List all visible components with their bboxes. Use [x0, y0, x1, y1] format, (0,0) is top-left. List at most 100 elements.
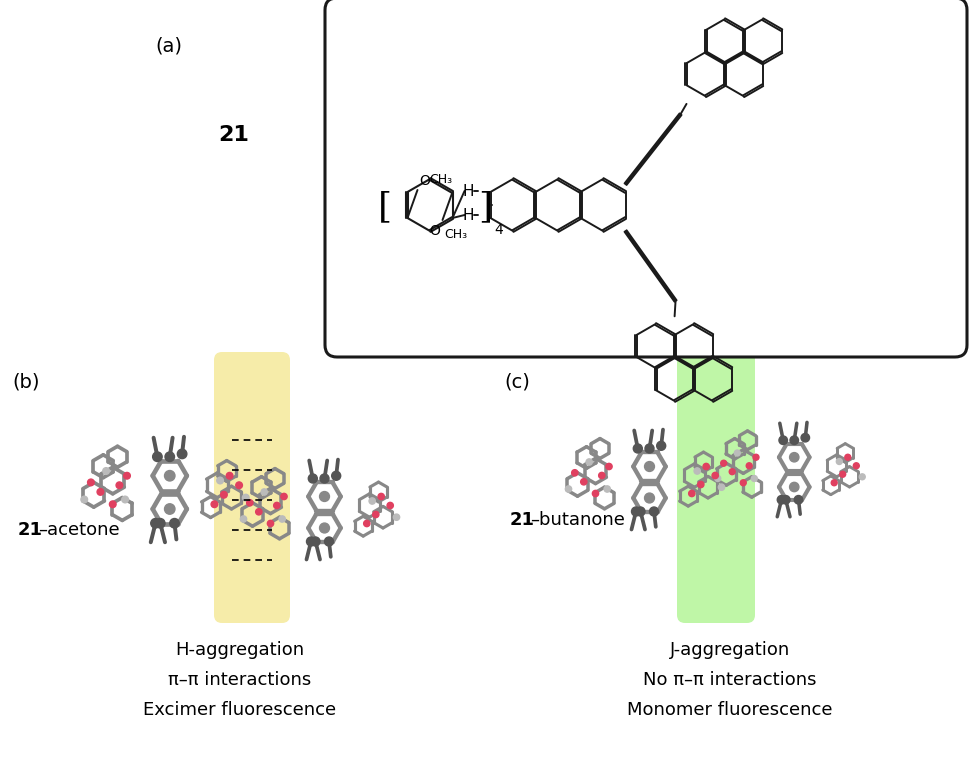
Circle shape [216, 478, 223, 484]
Text: –acetone: –acetone [38, 521, 120, 539]
Circle shape [236, 482, 243, 488]
Circle shape [712, 472, 719, 478]
Circle shape [688, 491, 695, 497]
Text: [: [ [378, 190, 392, 224]
Text: No π–π interactions: No π–π interactions [644, 671, 817, 689]
Circle shape [644, 461, 654, 471]
Circle shape [109, 501, 116, 508]
Circle shape [694, 467, 700, 474]
Circle shape [122, 496, 129, 503]
Circle shape [220, 491, 227, 498]
Circle shape [116, 482, 123, 488]
Circle shape [153, 452, 162, 461]
Circle shape [88, 479, 95, 486]
Circle shape [98, 488, 103, 495]
Circle shape [746, 463, 752, 469]
Circle shape [853, 463, 859, 469]
Circle shape [581, 478, 587, 485]
Circle shape [81, 496, 88, 503]
Circle shape [844, 454, 851, 461]
Text: (a): (a) [155, 36, 182, 55]
Text: –butanone: –butanone [530, 511, 625, 529]
Text: Monomer fluorescence: Monomer fluorescence [627, 701, 833, 719]
Circle shape [211, 501, 217, 508]
Circle shape [779, 436, 788, 444]
Text: H: H [462, 183, 474, 198]
Circle shape [859, 474, 865, 480]
Circle shape [151, 519, 160, 528]
Circle shape [790, 453, 799, 462]
Circle shape [837, 458, 842, 464]
Circle shape [752, 475, 758, 481]
Circle shape [281, 493, 288, 500]
Circle shape [740, 480, 746, 486]
Circle shape [734, 450, 740, 456]
Circle shape [177, 449, 187, 459]
Circle shape [839, 471, 845, 478]
Circle shape [649, 507, 658, 516]
Circle shape [320, 491, 330, 502]
Circle shape [729, 469, 735, 474]
Circle shape [703, 464, 710, 470]
Circle shape [636, 507, 645, 516]
Text: π–π interactions: π–π interactions [169, 671, 312, 689]
Circle shape [370, 498, 375, 504]
Circle shape [274, 502, 280, 509]
Circle shape [753, 454, 759, 461]
Circle shape [247, 500, 253, 506]
Circle shape [320, 523, 330, 533]
Circle shape [165, 504, 175, 514]
Circle shape [393, 514, 400, 520]
Circle shape [387, 502, 393, 509]
Text: CH₃: CH₃ [445, 228, 468, 241]
Circle shape [378, 493, 384, 500]
Text: O: O [419, 174, 430, 188]
Circle shape [241, 515, 247, 522]
Circle shape [102, 467, 109, 474]
Circle shape [320, 474, 329, 483]
Circle shape [255, 509, 262, 515]
Circle shape [790, 436, 799, 444]
Circle shape [308, 474, 317, 483]
Circle shape [372, 512, 379, 518]
Circle shape [795, 495, 802, 504]
Circle shape [698, 481, 704, 488]
Circle shape [325, 537, 333, 546]
Text: CH₃: CH₃ [429, 173, 452, 186]
Circle shape [644, 493, 654, 503]
Circle shape [571, 470, 578, 476]
Text: O: O [430, 224, 441, 238]
Circle shape [605, 464, 612, 470]
Circle shape [279, 515, 286, 522]
Circle shape [155, 519, 165, 528]
Circle shape [311, 537, 320, 546]
Circle shape [790, 482, 799, 491]
Text: 21: 21 [218, 125, 249, 145]
FancyBboxPatch shape [325, 0, 967, 357]
Circle shape [124, 472, 131, 479]
Circle shape [604, 486, 610, 492]
Circle shape [593, 491, 599, 497]
Text: 21: 21 [510, 511, 535, 529]
Circle shape [364, 520, 370, 526]
Circle shape [226, 472, 233, 479]
Text: 4: 4 [494, 223, 503, 237]
Circle shape [777, 495, 786, 504]
Circle shape [165, 452, 175, 461]
FancyBboxPatch shape [214, 352, 290, 623]
Text: H: H [462, 207, 474, 222]
Text: Excimer fluorescence: Excimer fluorescence [143, 701, 336, 719]
Circle shape [261, 489, 267, 495]
Text: H-aggregation: H-aggregation [176, 641, 304, 659]
Circle shape [586, 459, 593, 465]
Circle shape [599, 472, 604, 478]
Circle shape [801, 433, 809, 442]
FancyBboxPatch shape [677, 337, 755, 623]
Circle shape [243, 495, 249, 501]
Circle shape [657, 441, 666, 450]
Circle shape [719, 484, 724, 491]
Circle shape [782, 495, 790, 504]
Circle shape [632, 507, 641, 516]
Circle shape [332, 471, 340, 481]
Circle shape [721, 461, 726, 466]
